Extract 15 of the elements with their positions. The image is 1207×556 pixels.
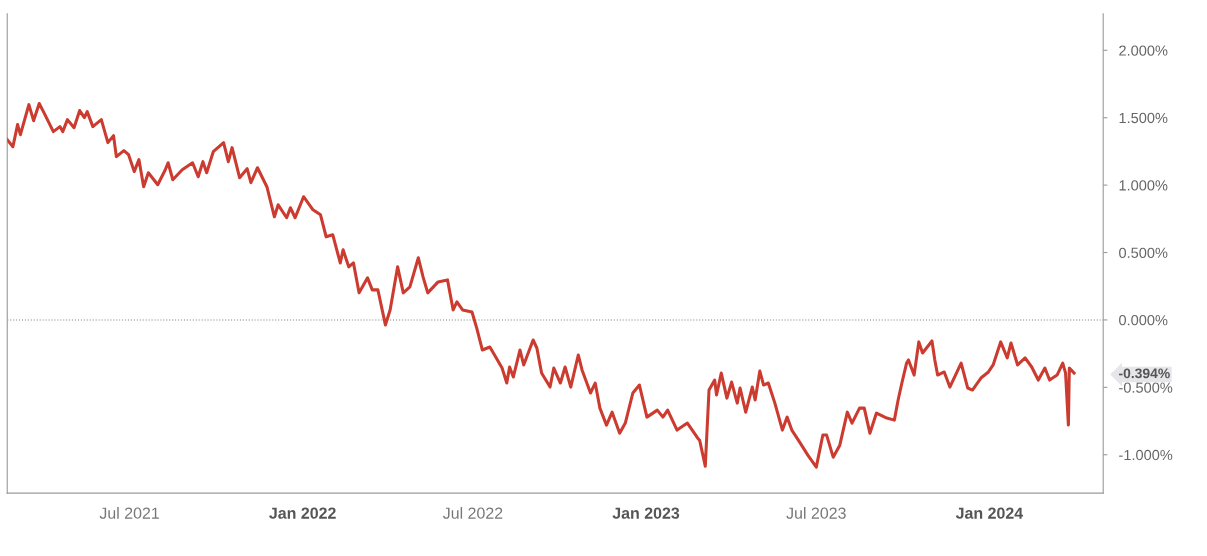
x-tick-label: Jan 2022: [269, 507, 336, 519]
x-tick-label: Jan 2024: [955, 507, 1024, 519]
y-tick-label: 1.000%: [1119, 180, 1168, 191]
x-tick-label: Jul 2022: [442, 507, 503, 519]
y-tick-label: 2.000%: [1119, 45, 1168, 56]
y-tick-label: -0.394%: [1119, 368, 1170, 379]
y-tick-label: -0.500%: [1119, 382, 1173, 393]
x-tick-label: Jul 2023: [786, 507, 846, 519]
y-tick-label: 0.000%: [1119, 315, 1168, 326]
x-tick-label: Jul 2021: [99, 507, 159, 519]
line-series: [7, 102, 1076, 469]
x-tick-label: Jan 2023: [612, 507, 680, 519]
y-tick-label: 1.500%: [1119, 112, 1168, 124]
y-tick-label: 0.500%: [1119, 247, 1168, 258]
y-tick-label: -1.000%: [1119, 449, 1173, 461]
